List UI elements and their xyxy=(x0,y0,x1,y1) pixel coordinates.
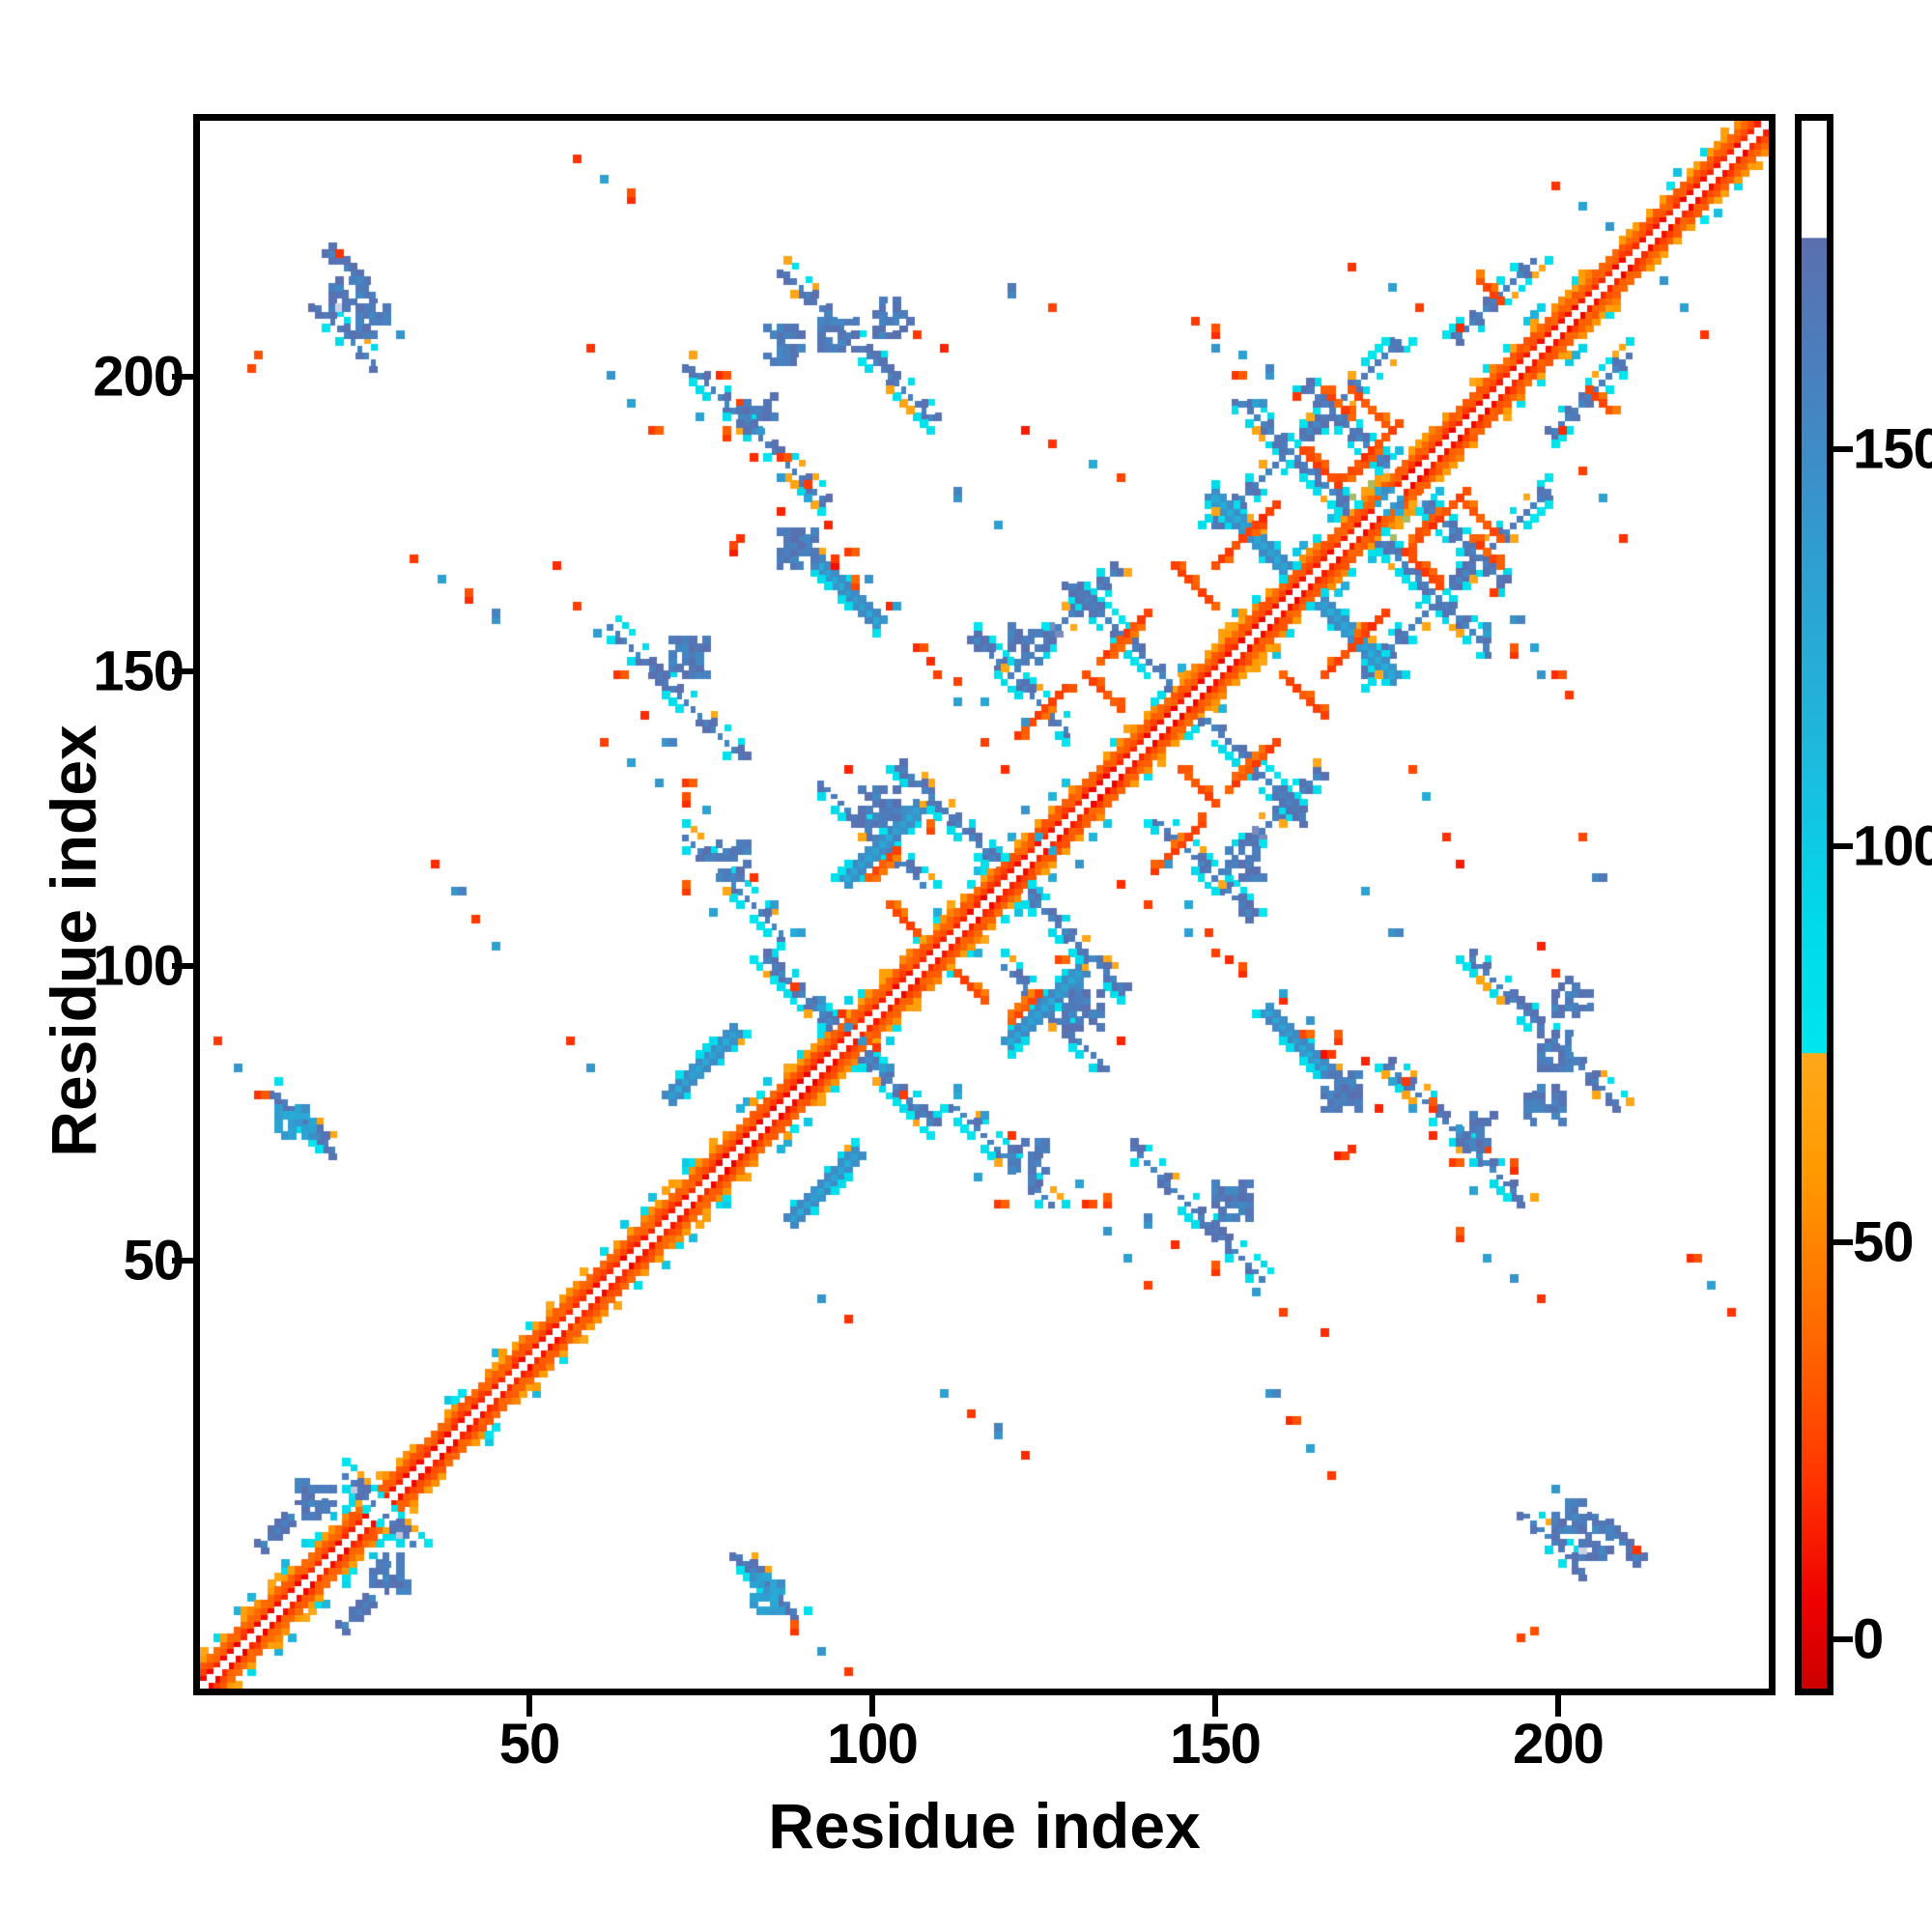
y-tick-mark xyxy=(172,963,193,969)
colorbar-tick-mark xyxy=(1833,842,1853,849)
x-tick-label: 150 xyxy=(1170,1713,1262,1776)
colorbar-tick-label: 100 xyxy=(1853,814,1932,878)
x-tick-mark xyxy=(1212,1695,1218,1717)
colorbar-tick-label: 50 xyxy=(1853,1210,1915,1274)
colorbar-tick-mark xyxy=(1833,1239,1853,1246)
x-tick-label: 100 xyxy=(827,1713,919,1776)
colorbar xyxy=(1795,114,1833,1695)
contact-map-plot xyxy=(193,114,1776,1695)
y-tick-label: 150 xyxy=(93,639,185,703)
colorbar-tick-mark xyxy=(1833,1636,1853,1642)
y-tick-label: 200 xyxy=(93,345,185,409)
x-tick-mark xyxy=(1555,1695,1561,1717)
heatmap-canvas xyxy=(200,121,1769,1689)
colorbar-tick-mark xyxy=(1833,446,1853,452)
y-tick-mark xyxy=(172,668,193,674)
colorbar-tick-label: 150 xyxy=(1853,417,1932,481)
x-axis-label: Residue index xyxy=(768,1790,1201,1861)
x-tick-mark xyxy=(869,1695,875,1717)
y-tick-label: 100 xyxy=(93,934,185,998)
x-tick-label: 50 xyxy=(498,1713,561,1776)
x-tick-label: 200 xyxy=(1513,1713,1605,1776)
colorbar-tick-label: 0 xyxy=(1853,1607,1884,1671)
colorbar-gradient xyxy=(1802,121,1827,1689)
y-tick-mark xyxy=(172,374,193,380)
y-axis-label: Residue index xyxy=(38,724,109,1157)
x-tick-mark xyxy=(526,1695,532,1717)
y-tick-mark xyxy=(172,1258,193,1264)
